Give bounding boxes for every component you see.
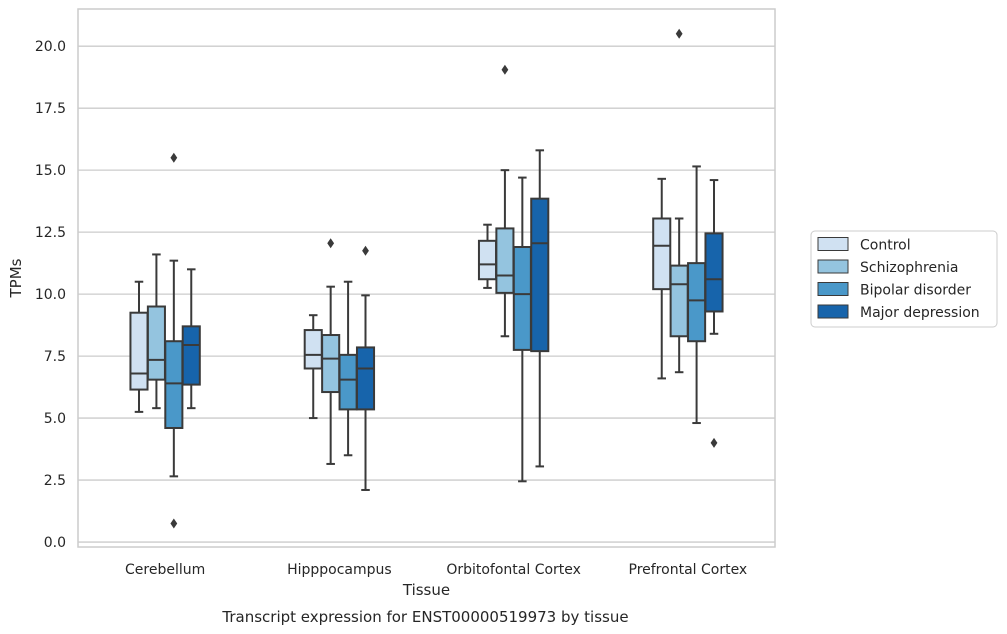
- plot-frame: [77, 8, 776, 548]
- outlier-point: [327, 238, 335, 249]
- y-tick-label: 0.0: [44, 535, 66, 551]
- legend: Control Schizophrenia Bipolar disorder Majo…: [810, 230, 998, 328]
- legend-swatch: [817, 237, 849, 251]
- legend-swatch: [817, 304, 849, 319]
- x-axis-ticks: Cerebellum Hipppocampus Orbitofontal Corte…: [125, 562, 747, 578]
- box: [164, 340, 184, 429]
- box: [303, 329, 323, 370]
- x-tick-label: Prefrontal Cortex: [629, 562, 748, 578]
- y-tick-label: 10.0: [35, 287, 66, 303]
- legend-label: Bipolar disorder: [860, 283, 971, 299]
- y-axis-ticks: 0.0 2.5 5.0 7.5 10.0 12.5 15.0 17.5 20.0: [35, 39, 66, 551]
- box: [338, 353, 358, 411]
- outlier-point: [501, 64, 509, 75]
- box-plot: [704, 179, 724, 448]
- legend-swatch: [817, 259, 849, 274]
- box-plot: [338, 280, 358, 457]
- box: [652, 217, 672, 291]
- box-plot: [477, 223, 498, 289]
- box: [129, 311, 149, 391]
- box-plot: [687, 165, 707, 425]
- y-axis-label: TPMs: [7, 258, 25, 298]
- outlier-point: [170, 518, 178, 529]
- y-tick-label: 12.5: [35, 225, 66, 241]
- box: [512, 246, 532, 351]
- box-plot: [146, 253, 166, 410]
- outlier-point: [362, 245, 369, 256]
- box-plot: [512, 176, 532, 483]
- box: [477, 239, 498, 281]
- outlier-point: [675, 28, 683, 39]
- box-plot: [181, 268, 201, 410]
- box-plot: [303, 314, 323, 420]
- legend-swatch: [817, 282, 849, 296]
- y-tick-label: 5.0: [44, 411, 66, 427]
- box-plot: [530, 149, 550, 468]
- y-tick-label: 7.5: [44, 349, 66, 365]
- box: [495, 227, 515, 294]
- box: [704, 232, 724, 313]
- y-tick-label: 15.0: [35, 163, 66, 179]
- box: [530, 197, 550, 353]
- x-tick-label: Orbitofontal Cortex: [446, 562, 581, 578]
- box-groups: [129, 28, 724, 529]
- legend-label: Control: [860, 238, 911, 254]
- box: [146, 305, 166, 381]
- y-tick-label: 17.5: [35, 101, 66, 117]
- outlier-point: [710, 437, 718, 448]
- box-plot: [669, 28, 689, 374]
- box: [321, 334, 341, 394]
- y-tick-label: 20.0: [35, 39, 66, 55]
- box-plot: [652, 177, 672, 380]
- box: [181, 325, 201, 386]
- legend-label: Major depression: [860, 305, 980, 321]
- chart-caption: Transcript expression for ENST0000051997…: [221, 608, 628, 626]
- box: [669, 264, 689, 338]
- box-plot: [495, 64, 515, 338]
- box-plot: [164, 152, 184, 529]
- x-tick-label: Cerebellum: [125, 562, 205, 578]
- outlier-point: [170, 152, 178, 163]
- x-tick-label: Hipppocampus: [287, 562, 392, 578]
- box: [687, 262, 707, 343]
- y-tick-label: 2.5: [44, 473, 66, 489]
- x-axis-label: Tissue: [402, 581, 450, 599]
- box-plot: [321, 238, 341, 465]
- box-plot: [355, 245, 376, 491]
- legend-label: Schizophrenia: [860, 260, 958, 276]
- box-plot: [129, 280, 149, 413]
- box: [355, 346, 376, 411]
- legend-frame: [810, 230, 998, 328]
